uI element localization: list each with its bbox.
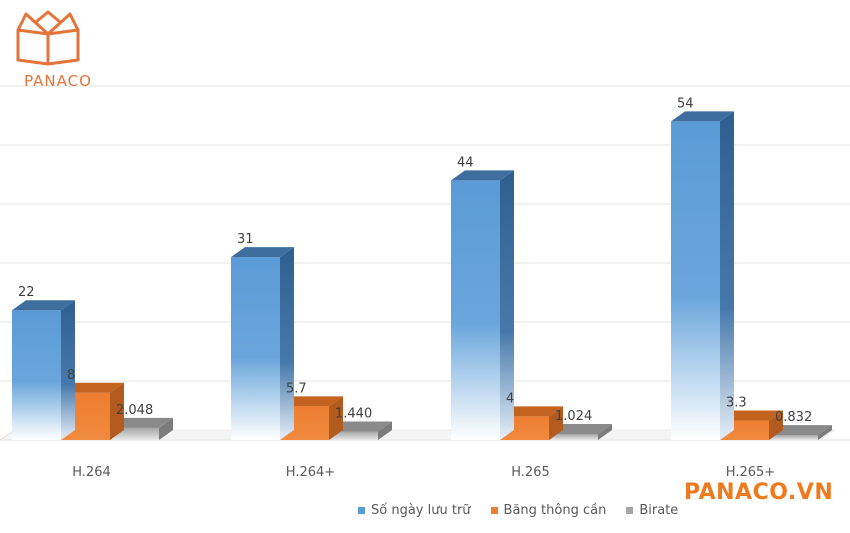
bar-2	[329, 431, 378, 440]
logo-text: PANACO	[24, 72, 92, 90]
bar-side-2	[378, 421, 392, 440]
bar-side-1	[110, 382, 124, 440]
bar-top-0	[671, 111, 734, 122]
legend-item-bitrate: Birate	[626, 503, 678, 518]
category-labels: H.264 H.264+ H.265 H.265+	[72, 465, 775, 480]
bar-top-2	[549, 423, 612, 434]
bar-side-0	[280, 247, 294, 440]
data-label: 31	[237, 232, 254, 247]
bar-top-0	[231, 247, 294, 258]
bar-top-2	[329, 421, 392, 432]
data-label: 4	[506, 391, 514, 406]
book-logo-icon	[16, 10, 80, 66]
legend-label: Băng thông cần	[503, 503, 607, 518]
bar-side-0	[61, 300, 75, 440]
legend: Số ngày lưu trữ Băng thông cần Birate	[358, 503, 678, 518]
bar-side-1	[329, 396, 343, 440]
bar-top-1	[720, 410, 783, 421]
data-label: 5.7	[286, 381, 307, 396]
data-label: 44	[457, 155, 474, 170]
legend-label: Birate	[639, 503, 679, 518]
bar-top-2	[769, 425, 832, 436]
data-label: 22	[18, 285, 35, 300]
bar-top-1	[280, 396, 343, 407]
bar-side-1	[769, 410, 783, 440]
bars	[12, 111, 832, 441]
bar-0	[671, 121, 720, 441]
category-label: H.265	[511, 465, 550, 480]
bar-0	[231, 257, 280, 440]
bar-0	[12, 310, 61, 440]
legend-swatch-orange	[490, 507, 498, 514]
bar-top-1	[500, 406, 563, 417]
panaco-logo: PANACO	[8, 8, 100, 90]
bar-0	[451, 180, 500, 440]
category-label: H.265+	[726, 465, 775, 480]
site-watermark: PANACO.VN	[684, 480, 834, 505]
bar-side-2	[159, 417, 173, 440]
legend-label: Số ngày lưu trữ	[371, 503, 471, 518]
data-label: 1.024	[555, 409, 592, 424]
bar-2	[769, 435, 818, 440]
gridlines	[0, 85, 850, 441]
bar-side-1	[549, 406, 563, 440]
category-label: H.264+	[286, 465, 335, 480]
legend-item-bandwidth: Băng thông cần	[490, 503, 607, 518]
data-label: 2.048	[116, 403, 153, 418]
category-label: H.264	[72, 465, 111, 480]
data-label: 54	[677, 96, 694, 111]
bar-2	[549, 433, 598, 440]
bar-side-0	[720, 111, 734, 441]
data-label: 0.832	[775, 410, 812, 425]
bar-side-0	[500, 170, 514, 440]
legend-item-storage: Số ngày lưu trữ	[358, 503, 471, 518]
legend-swatch-gray	[626, 507, 634, 514]
bar-top-1	[61, 382, 124, 393]
bar-top-0	[451, 170, 514, 181]
bar-side-2	[598, 423, 612, 440]
data-label: 3.3	[726, 396, 747, 411]
data-label: 8	[67, 368, 75, 383]
data-label: 1.440	[335, 407, 372, 422]
legend-swatch-blue	[358, 507, 365, 514]
bar-top-2	[110, 417, 173, 428]
bar-top-0	[12, 300, 75, 311]
bar-side-2	[818, 425, 832, 440]
